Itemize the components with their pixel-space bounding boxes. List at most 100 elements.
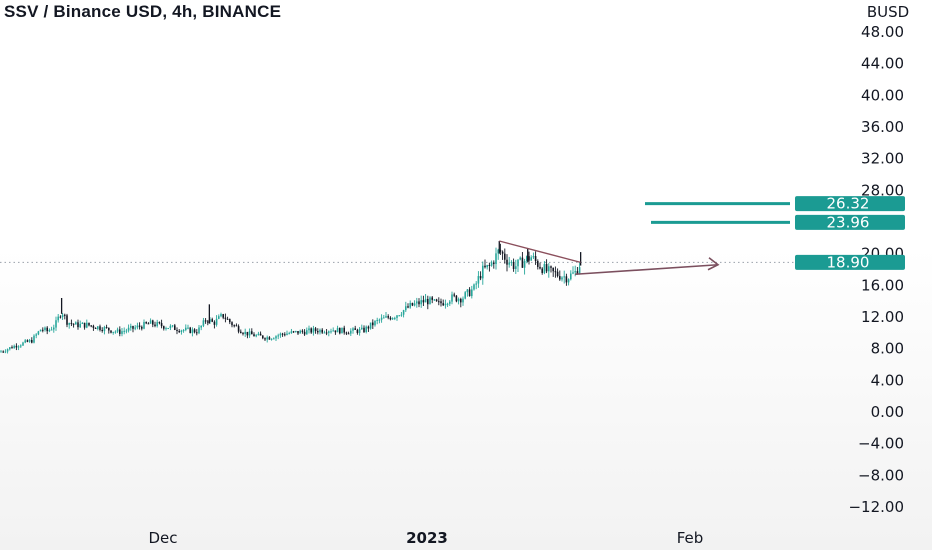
candle-body [171, 325, 174, 327]
candle-body [387, 316, 389, 318]
candle-body [446, 303, 449, 305]
candle-body [484, 265, 486, 268]
candle-body [418, 301, 420, 305]
y-tick-label: 4.00 [871, 371, 904, 389]
candle-body [99, 326, 101, 330]
candle-body [550, 266, 552, 268]
candle-body [103, 327, 106, 332]
candle-body [528, 256, 530, 261]
candle-body [125, 330, 128, 332]
candle-body [191, 329, 194, 333]
candle-body [517, 259, 519, 267]
candle-body [578, 267, 581, 274]
candle-body [88, 322, 90, 326]
candle-body [253, 334, 255, 337]
y-tick-label: 36.00 [861, 118, 904, 136]
candle-body [328, 331, 330, 333]
candle-body [154, 324, 156, 327]
candle-body [468, 289, 471, 297]
candle-body [479, 276, 482, 279]
candle-body [526, 256, 528, 261]
candle-body [471, 289, 473, 297]
candle-body [457, 298, 460, 302]
candle-body [523, 260, 526, 268]
candle-body [59, 316, 62, 318]
candle-body [290, 331, 293, 334]
candle-body [134, 327, 136, 329]
candle-body [466, 289, 469, 293]
candle-body [405, 306, 407, 311]
candle-body [462, 298, 464, 303]
candle-body [394, 317, 396, 319]
candle-body [323, 332, 326, 334]
candle-body [90, 325, 92, 327]
candle-body [486, 264, 488, 268]
candle-body [220, 314, 222, 317]
candle-body [136, 325, 139, 328]
candle-body [233, 325, 235, 327]
candle-body [361, 327, 363, 330]
candle-body [187, 327, 189, 329]
candle-body [13, 345, 15, 349]
candle-body [299, 330, 301, 334]
candle-body [297, 330, 299, 334]
candle-body [341, 327, 343, 334]
candle-body [141, 326, 143, 329]
x-axis[interactable]: Dec 2023 Feb [148, 529, 703, 547]
candle-body [224, 317, 227, 319]
candle-body [275, 336, 277, 339]
candle-body [539, 266, 541, 269]
y-axis[interactable]: BUSD48.0044.0040.0036.0032.0028.0024.002… [848, 3, 909, 516]
candle-body [330, 331, 332, 333]
candle-body [42, 329, 44, 331]
y-tick-label: 48.00 [861, 23, 904, 41]
candle-body [554, 271, 557, 273]
candle-body [416, 301, 418, 304]
candle-body [242, 333, 244, 335]
candle-body [515, 266, 517, 269]
candle-body [196, 332, 198, 334]
candle-body [508, 262, 510, 265]
candle-body [301, 330, 304, 332]
candle-body [15, 345, 18, 348]
candle-body [123, 330, 125, 332]
candle-body [145, 322, 147, 324]
candle-body [343, 327, 345, 333]
candle-body [552, 267, 554, 272]
candle-body [374, 320, 376, 326]
candle-body [17, 346, 20, 348]
candle-body [262, 335, 264, 339]
x-tick-label: Feb [677, 529, 704, 547]
candle-body [55, 320, 57, 328]
candle-body [26, 340, 29, 342]
candle-body [431, 297, 433, 300]
chart-title: SSV / Binance USD, 4h, BINANCE [4, 2, 282, 21]
candle-body [576, 271, 579, 274]
candle-body [215, 318, 218, 325]
candle-body [231, 322, 233, 326]
candle-body [521, 257, 524, 268]
candle-body [50, 329, 53, 331]
candle-body [334, 330, 337, 333]
candle-body [339, 328, 341, 334]
candle-body [235, 325, 238, 327]
candle-body [207, 321, 209, 323]
candle-body [284, 334, 286, 336]
candle-body [4, 351, 7, 353]
candle-body [268, 337, 271, 340]
candle-body [92, 325, 95, 328]
candle-body [53, 327, 55, 330]
level-price-tag-box [795, 214, 905, 230]
candle-body [149, 320, 152, 324]
candle-body [226, 318, 229, 320]
candle-body [44, 327, 46, 331]
candle-body [257, 333, 260, 336]
candle-body [127, 327, 130, 331]
x-tick-label: 2023 [406, 529, 448, 547]
candle-body [46, 327, 48, 332]
projection-arrow-shaft [575, 263, 719, 276]
candle-body [453, 294, 455, 296]
